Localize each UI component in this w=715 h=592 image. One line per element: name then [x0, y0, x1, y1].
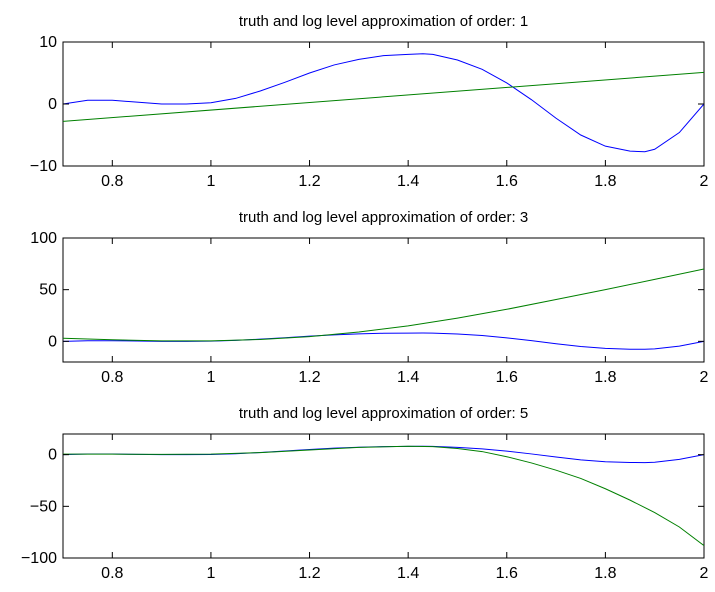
axes-frame	[62, 237, 705, 363]
x-tick-label: 1.8	[594, 565, 616, 582]
x-tick-label: 1.4	[397, 369, 419, 386]
x-tick-label: 2	[700, 565, 709, 582]
series-line-2	[63, 445, 704, 546]
y-tick-label: 10	[39, 34, 57, 51]
series-line-1	[63, 332, 704, 350]
x-tick-label: 1.2	[298, 369, 320, 386]
x-tick-label: 2	[700, 369, 709, 386]
x-tick-label: 1.4	[397, 173, 419, 190]
series-line-2	[63, 71, 704, 122]
y-tick-label: 50	[39, 282, 57, 299]
x-tick-label: 1.2	[298, 565, 320, 582]
x-tick-label: 1	[206, 173, 215, 190]
x-tick-label: 1	[206, 565, 215, 582]
y-tick-label: −10	[30, 158, 57, 175]
axes-frame	[62, 433, 705, 559]
y-tick-label: −100	[21, 550, 57, 567]
x-tick-label: 1.6	[496, 565, 518, 582]
x-tick-label: 1.8	[594, 173, 616, 190]
y-tick-label: 0	[48, 333, 57, 350]
chart-title: truth and log level approximation of ord…	[239, 13, 528, 30]
y-tick-label: −50	[30, 498, 57, 515]
series-line-1	[63, 53, 704, 153]
x-tick-label: 0.8	[101, 369, 123, 386]
x-tick-label: 0.8	[101, 173, 123, 190]
x-tick-label: 1.6	[496, 173, 518, 190]
x-tick-label: 1	[206, 369, 215, 386]
x-tick-label: 1.8	[594, 369, 616, 386]
x-tick-label: 1.2	[298, 173, 320, 190]
y-tick-label: 100	[30, 230, 57, 247]
subplot-3: 0.8 1 1.2 1.4 1.6 1.8 2 −100 −50 0 truth and log l…	[21, 405, 709, 582]
y-tick-label: 0	[48, 96, 57, 113]
subplot-1: 0.8 1 1.2 1.4 1.6 1.8 2 −10 0 10 truth and log lev…	[30, 13, 709, 190]
x-tick-label: 0.8	[101, 565, 123, 582]
chart-title: truth and log level approximation of ord…	[239, 209, 528, 226]
subplot-2: 0.8 1 1.2 1.4 1.6 1.8 2 0 50 100 truth and log lev…	[30, 209, 708, 386]
series-line-2	[63, 268, 704, 342]
x-tick-label: 2	[700, 173, 709, 190]
chart-title: truth and log level approximation of ord…	[239, 405, 528, 422]
y-tick-label: 0	[48, 447, 57, 464]
x-tick-label: 1.6	[496, 369, 518, 386]
x-tick-label: 1.4	[397, 565, 419, 582]
